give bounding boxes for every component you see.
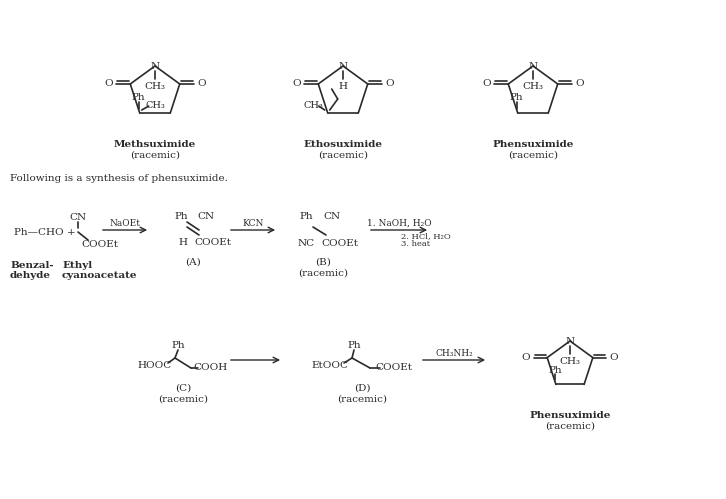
Text: H: H <box>338 81 348 90</box>
Text: N: N <box>566 336 574 345</box>
Text: NC: NC <box>298 239 314 248</box>
Text: (racemic): (racemic) <box>298 268 348 277</box>
Text: Ph: Ph <box>548 366 562 375</box>
Text: (racemic): (racemic) <box>508 151 558 160</box>
Text: Benzal-: Benzal- <box>10 260 54 269</box>
Text: O: O <box>104 79 113 88</box>
Text: (racemic): (racemic) <box>158 395 208 404</box>
Text: (racemic): (racemic) <box>545 422 595 431</box>
Text: CH₃: CH₃ <box>144 81 166 90</box>
Text: (B): (B) <box>315 257 331 266</box>
Text: CN: CN <box>324 212 340 221</box>
Text: Phensuximide: Phensuximide <box>492 140 574 149</box>
Text: cyanoacetate: cyanoacetate <box>62 270 137 279</box>
Text: O: O <box>482 79 491 88</box>
Text: O: O <box>386 79 394 88</box>
Text: KCN: KCN <box>242 219 264 228</box>
Text: CH₃: CH₃ <box>560 356 581 365</box>
Text: CH₃: CH₃ <box>303 100 324 110</box>
Text: Ethosuximide: Ethosuximide <box>303 140 383 149</box>
Text: (racemic): (racemic) <box>130 151 180 160</box>
Text: COOH: COOH <box>194 363 228 372</box>
Text: Following is a synthesis of phensuximide.: Following is a synthesis of phensuximide… <box>10 174 228 183</box>
Text: COOEt: COOEt <box>195 238 232 247</box>
Text: O: O <box>610 353 618 362</box>
Text: CH₃NH₂: CH₃NH₂ <box>435 348 473 357</box>
Text: CH₃: CH₃ <box>146 100 166 110</box>
Text: (A): (A) <box>185 257 201 266</box>
Text: Methsuximide: Methsuximide <box>114 140 196 149</box>
Text: 1. NaOH, H₂O: 1. NaOH, H₂O <box>367 219 431 228</box>
Text: COOEt: COOEt <box>81 240 118 249</box>
Text: N: N <box>338 61 348 70</box>
Text: Ph: Ph <box>174 212 188 221</box>
Text: N: N <box>150 61 160 70</box>
Text: HOOC: HOOC <box>138 360 172 369</box>
Text: (C): (C) <box>175 384 191 393</box>
Text: COOEt: COOEt <box>375 363 412 372</box>
Text: Ethyl: Ethyl <box>62 260 92 269</box>
Text: Ph: Ph <box>347 340 361 349</box>
Text: O: O <box>292 79 301 88</box>
Text: Ph: Ph <box>299 212 313 221</box>
Text: Ph: Ph <box>171 340 185 349</box>
Text: EtOOC: EtOOC <box>311 360 348 369</box>
Text: 2. HCl, H₂O: 2. HCl, H₂O <box>401 232 451 240</box>
Text: NaOEt: NaOEt <box>110 219 141 228</box>
Text: Phensuximide: Phensuximide <box>529 411 611 420</box>
Text: (racemic): (racemic) <box>337 395 387 404</box>
Text: CN: CN <box>70 213 86 222</box>
Text: H: H <box>179 238 187 247</box>
Text: N: N <box>529 61 537 70</box>
Text: Ph: Ph <box>510 92 523 101</box>
Text: Ph: Ph <box>132 92 145 101</box>
Text: Ph—CHO +: Ph—CHO + <box>14 228 76 237</box>
Text: O: O <box>576 79 584 88</box>
Text: 3. heat: 3. heat <box>401 240 430 248</box>
Text: O: O <box>522 353 531 362</box>
Text: CH₃: CH₃ <box>523 81 544 90</box>
Text: COOEt: COOEt <box>322 239 359 248</box>
Text: CN: CN <box>197 212 215 221</box>
Text: (D): (D) <box>354 384 370 393</box>
Text: O: O <box>197 79 206 88</box>
Text: (racemic): (racemic) <box>318 151 368 160</box>
Text: dehyde: dehyde <box>10 270 51 279</box>
